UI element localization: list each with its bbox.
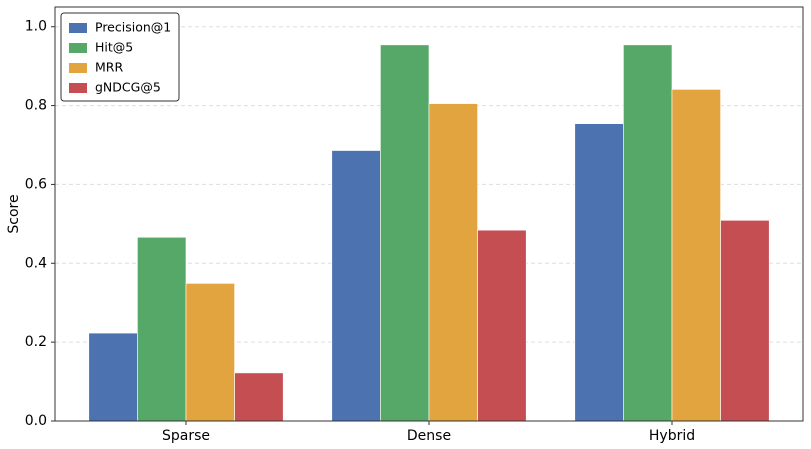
bar	[234, 372, 284, 422]
y-axis-label: Score	[6, 194, 22, 233]
y-tick-label: 0.0	[25, 413, 47, 429]
y-tick-label: 1.0	[25, 19, 47, 35]
legend: Precision@1 Hit@5 MRR gNDCG@5	[60, 12, 180, 102]
legend-swatch	[69, 43, 87, 53]
legend-box	[60, 12, 180, 102]
bar	[185, 283, 235, 422]
plot-frame	[54, 6, 804, 422]
legend-label: MRR	[95, 60, 123, 75]
bar	[720, 220, 770, 422]
bar	[88, 332, 138, 422]
y-tick-label: 0.2	[25, 334, 47, 350]
bar	[137, 236, 187, 422]
x-tick-label: Hybrid	[649, 428, 695, 444]
bar	[380, 44, 430, 422]
x-tick-label: Sparse	[162, 428, 210, 444]
bar	[428, 103, 478, 422]
legend-swatch	[69, 63, 87, 73]
bar	[623, 44, 673, 422]
bar	[477, 229, 527, 422]
y-tick-label: 0.6	[25, 176, 47, 192]
legend-label: gNDCG@5	[95, 80, 161, 95]
legend-swatch	[69, 23, 87, 33]
y-tick-label: 0.8	[25, 98, 47, 114]
bar	[574, 123, 624, 422]
legend-label: Precision@1	[95, 20, 171, 35]
legend-swatch	[69, 83, 87, 93]
bar	[671, 89, 721, 422]
x-tick-label: Dense	[407, 428, 451, 444]
y-tick-label: 0.4	[25, 255, 47, 271]
bar	[331, 150, 381, 422]
legend-label: Hit@5	[95, 40, 133, 55]
